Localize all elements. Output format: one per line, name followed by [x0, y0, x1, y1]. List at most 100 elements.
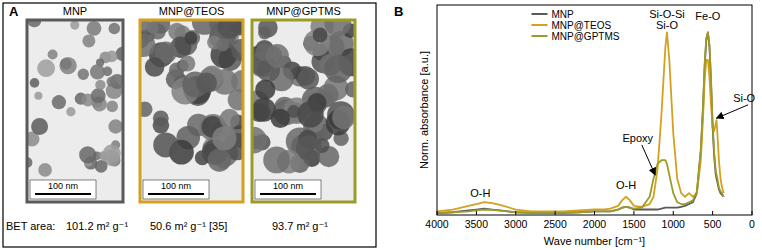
particle — [31, 118, 48, 135]
particle — [95, 160, 108, 173]
legend-label: MNP — [552, 9, 575, 20]
x-tick-label: 1500 — [622, 218, 646, 230]
particle — [325, 20, 352, 36]
x-tick-label: 3000 — [504, 218, 528, 230]
particle — [48, 50, 58, 60]
plot-lines — [437, 32, 724, 213]
bet-area: 50.6 m² g⁻¹ [35] — [150, 220, 227, 232]
bet-area: 101.2 m² g⁻¹ — [66, 220, 128, 232]
particle — [107, 76, 117, 86]
particle — [147, 22, 159, 34]
particle — [60, 58, 72, 70]
particle — [79, 146, 96, 163]
particle — [184, 31, 197, 44]
particle — [59, 57, 76, 74]
scale-bar — [148, 193, 204, 195]
panel-frame — [3, 3, 376, 247]
particle — [140, 33, 155, 57]
image-border — [140, 20, 243, 202]
y-axis-title: Norm. absorbance [a.u.] — [418, 51, 430, 169]
x-tick — [633, 211, 634, 215]
scale-bar-box — [255, 180, 321, 199]
particle — [252, 127, 267, 154]
tem-image: 100 nm — [140, 20, 243, 202]
annotation-arrow — [717, 105, 749, 118]
particle — [324, 55, 352, 83]
x-tick — [476, 211, 477, 215]
particle — [106, 101, 118, 113]
particle — [258, 27, 271, 40]
particle — [263, 147, 290, 174]
particle — [37, 59, 55, 77]
x-tick-label: 1000 — [662, 218, 686, 230]
particle — [220, 109, 240, 129]
particle — [30, 78, 40, 88]
x-tick — [515, 211, 516, 215]
x-tick — [437, 211, 438, 215]
particle — [90, 64, 105, 79]
scale-bar-label: 100 nm — [161, 181, 191, 191]
annotation: O-H — [470, 187, 490, 199]
annotation: Fe-O — [695, 10, 721, 22]
particle — [297, 101, 323, 127]
particle — [231, 39, 243, 61]
x-tick-label: 2000 — [583, 218, 607, 230]
annotation: Si-O — [733, 92, 755, 104]
particle — [208, 148, 231, 171]
scale-bar-label: 100 nm — [48, 181, 78, 191]
annotation: Epoxy — [623, 132, 654, 144]
x-axis-title: Wave number [cm⁻¹] — [544, 235, 645, 247]
x-tick-label: 3500 — [465, 218, 489, 230]
scale-bar — [260, 193, 316, 195]
legend-label: MNP@GPTMS — [552, 31, 620, 42]
panel-label: A — [9, 4, 19, 19]
particle — [179, 56, 195, 72]
particle — [145, 57, 165, 77]
image-background — [140, 20, 243, 202]
particle — [66, 107, 75, 116]
particle — [332, 106, 355, 129]
particle — [38, 163, 52, 177]
legend-swatch — [532, 35, 548, 37]
particle — [196, 72, 217, 93]
annotation: O-H — [616, 179, 636, 191]
particle — [91, 88, 106, 103]
particle — [255, 80, 275, 100]
particle — [212, 126, 236, 150]
particle — [82, 34, 95, 47]
particle — [106, 51, 118, 63]
x-tick — [712, 211, 713, 215]
particle — [271, 109, 290, 128]
particle — [34, 92, 42, 100]
tem-image: 100 nm — [27, 20, 123, 202]
scale-bar-box — [143, 180, 209, 199]
image-title: MNP@GPTMS — [266, 5, 341, 17]
image-border — [27, 20, 123, 202]
particle — [78, 69, 89, 80]
particle — [52, 95, 66, 109]
scale-bar — [35, 193, 91, 195]
particle — [266, 44, 289, 67]
image-title: MNP@TEOS — [159, 5, 225, 17]
particle — [313, 28, 328, 43]
particle — [87, 21, 102, 36]
legend-swatch — [532, 13, 548, 15]
scale-bar-box — [30, 180, 96, 199]
particle — [95, 80, 105, 90]
particle — [153, 110, 169, 126]
x-tick-label: 4000 — [425, 218, 449, 230]
particle — [70, 21, 79, 30]
x-tick — [555, 211, 556, 215]
image-title: MNP — [63, 5, 87, 17]
plot-frame — [437, 5, 752, 215]
legend-label: MNP@TEOS — [552, 20, 612, 31]
bet-prefix: BET area: — [6, 220, 55, 232]
particle — [109, 23, 121, 35]
particle — [218, 20, 242, 39]
series-line — [437, 32, 724, 213]
annotation-arrow — [642, 145, 655, 175]
figure: A MNP 100 nm 101.2 m² g⁻¹ MNP@TEOS 100 nm 50.6… — [0, 0, 762, 250]
particle — [298, 68, 319, 89]
particle — [108, 119, 122, 133]
particle — [153, 132, 178, 157]
